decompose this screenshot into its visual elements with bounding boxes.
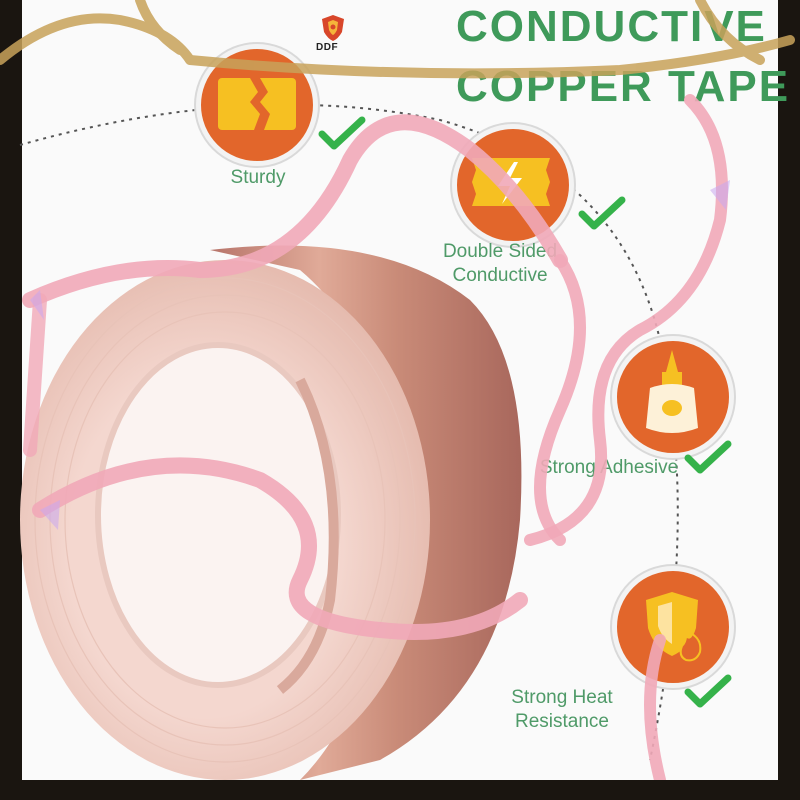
cracked-block-icon bbox=[218, 78, 296, 130]
logo-text: DDF bbox=[316, 42, 339, 53]
green-check-icon bbox=[578, 196, 626, 230]
feature-label-heat-resistance: Strong Heat Resistance bbox=[511, 687, 613, 732]
green-check-icon bbox=[318, 116, 366, 150]
green-check-icon bbox=[684, 440, 732, 474]
feature-label-strong-adhesive: Strong Adhesive bbox=[539, 457, 679, 478]
shield-crest-icon bbox=[322, 15, 344, 41]
glue-bottle-icon bbox=[646, 350, 698, 433]
green-check-icon bbox=[684, 674, 732, 708]
feature-label-sturdy: Sturdy bbox=[230, 167, 286, 188]
